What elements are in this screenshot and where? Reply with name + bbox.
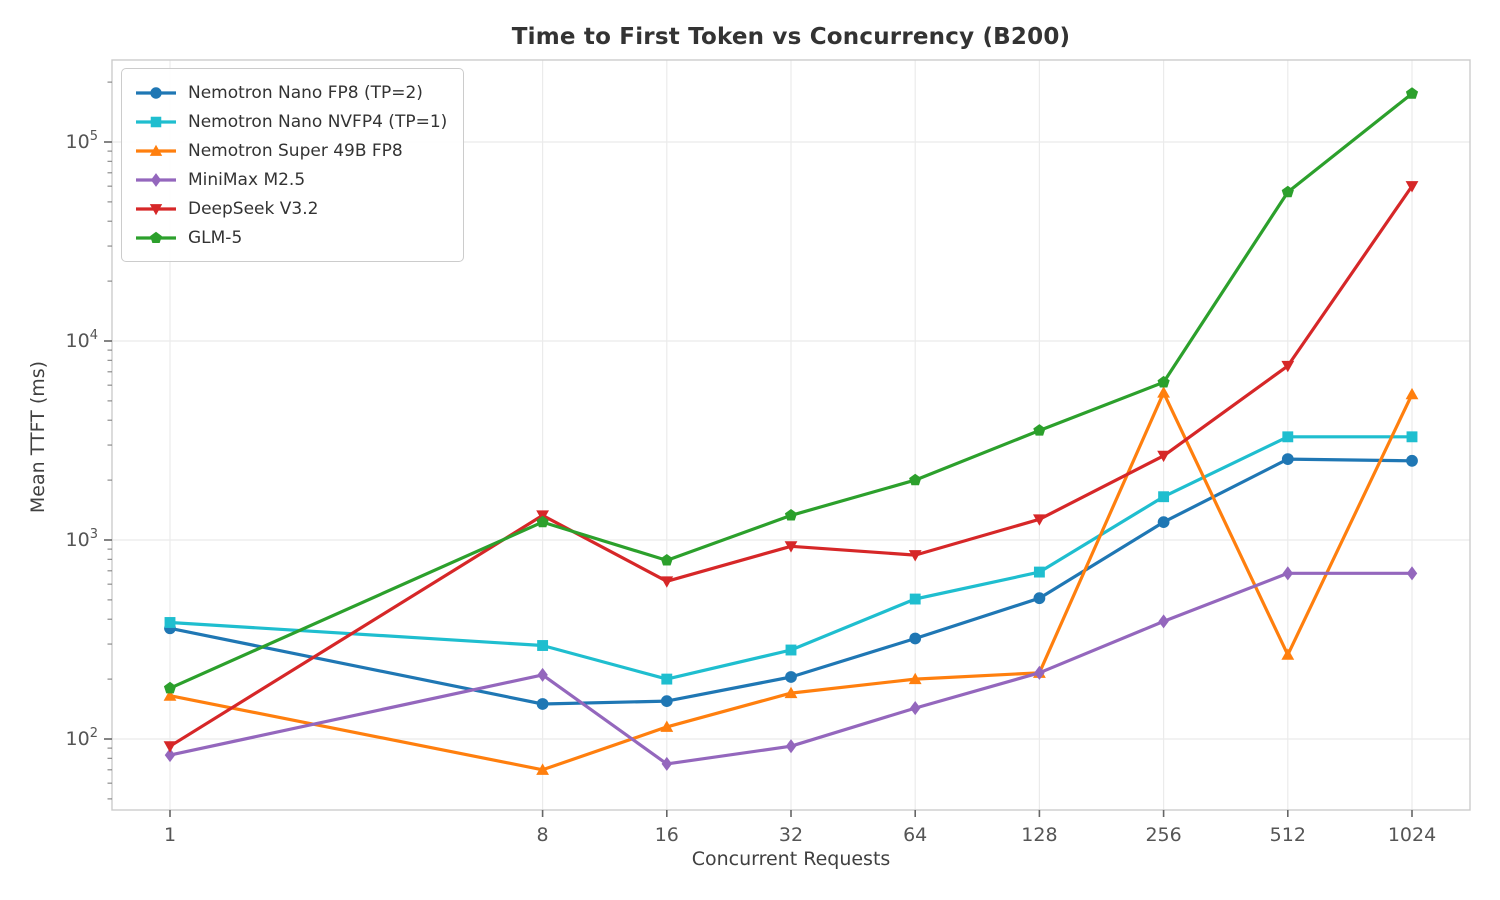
x-tick-label: 1: [164, 824, 176, 846]
x-tick-label: 32: [779, 824, 803, 846]
legend-label: DeepSeek V3.2: [188, 198, 319, 219]
series-nemotron-super-49b-fp8: [163, 386, 1419, 775]
legend-marker-triangle-up-icon: [136, 144, 176, 156]
x-tick-label: 1024: [1388, 824, 1436, 846]
y-axis-label: Mean TTFT (ms): [27, 360, 49, 514]
legend-marker-pentagon-icon: [136, 231, 176, 243]
x-tick-label: 64: [903, 824, 927, 846]
series-minimax-m2-5: [164, 566, 1418, 771]
y-axis: 102 103 104 105: [66, 81, 112, 800]
legend-label: Nemotron Nano NVFP4 (TP=1): [188, 111, 448, 132]
x-tick-label: 512: [1270, 824, 1306, 846]
legend-marker-diamond-icon: [136, 172, 176, 187]
legend-item: GLM-5: [134, 225, 447, 250]
legend-item: Nemotron Nano FP8 (TP=2): [134, 80, 447, 105]
y-tick-label: 102: [66, 726, 98, 750]
legend-item: Nemotron Nano NVFP4 (TP=1): [134, 109, 447, 134]
x-tick-label: 8: [537, 824, 549, 846]
x-tick-label: 128: [1021, 824, 1057, 846]
series-deepseek-v3-2: [163, 181, 1419, 753]
legend-item: MiniMax M2.5: [134, 167, 447, 192]
x-axis-label: Concurrent Requests: [691, 848, 891, 870]
legend-label: GLM-5: [188, 227, 243, 248]
y-tick-label: 104: [66, 328, 98, 352]
x-axis: 1 8 16 32 64 128 256 512 1024: [164, 810, 1436, 846]
x-tick-label: 256: [1145, 824, 1181, 846]
chart-title: Time to First Token vs Concurrency (B200…: [511, 24, 1071, 50]
legend-marker-circle-icon: [136, 86, 176, 99]
legend-label: Nemotron Super 49B FP8: [188, 140, 403, 161]
legend-item: DeepSeek V3.2: [134, 196, 447, 221]
y-tick-label: 105: [66, 129, 98, 153]
series-glm-5: [163, 87, 1419, 694]
legend: Nemotron Nano FP8 (TP=2) Nemotron Nano NV…: [121, 68, 465, 262]
legend-marker-square-icon: [136, 116, 176, 127]
legend-label: MiniMax M2.5: [188, 169, 306, 190]
x-tick-label: 16: [655, 824, 679, 846]
legend-label: Nemotron Nano FP8 (TP=2): [188, 82, 423, 103]
legend-item: Nemotron Super 49B FP8: [134, 138, 447, 163]
legend-marker-triangle-down-icon: [136, 203, 176, 215]
series-nemotron-nano-nvfp4-tp-1: [164, 431, 1418, 685]
y-tick-label: 103: [66, 527, 98, 551]
